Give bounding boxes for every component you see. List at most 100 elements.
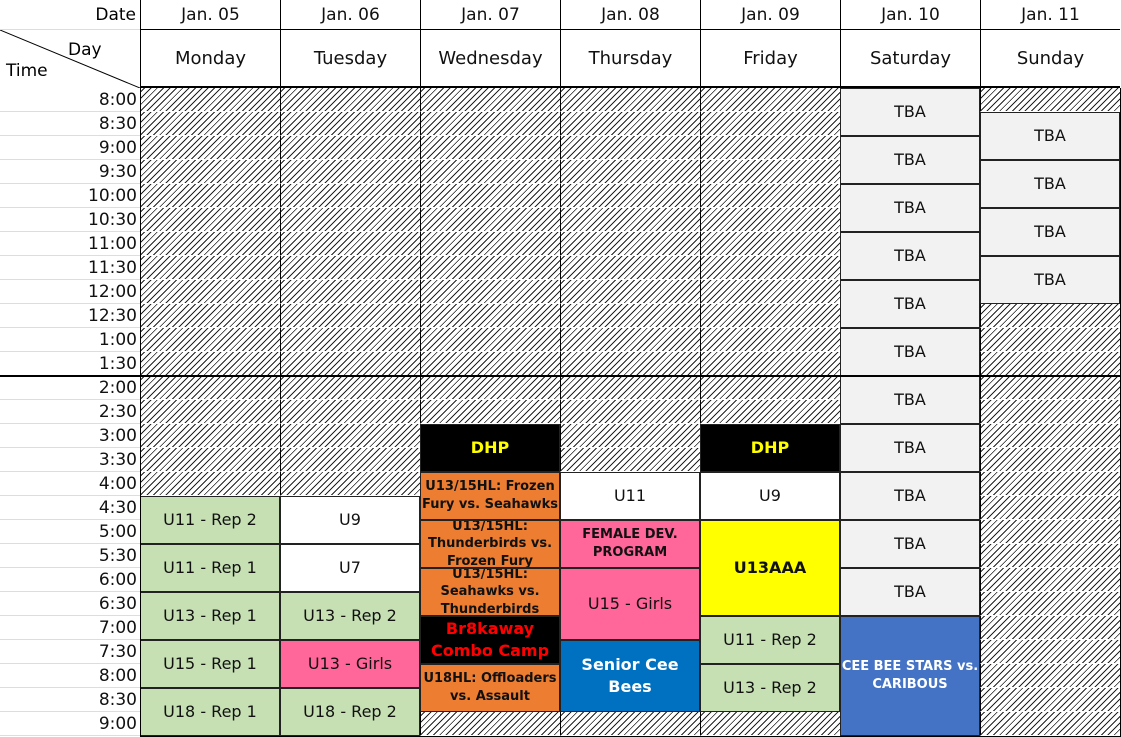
time-label: 12:00 bbox=[0, 280, 140, 304]
unavailable-slot bbox=[280, 256, 420, 280]
unavailable-slot bbox=[980, 448, 1120, 472]
event-block[interactable]: U7 bbox=[280, 544, 420, 592]
event-block[interactable]: TBA bbox=[840, 88, 980, 136]
unavailable-slot bbox=[420, 400, 560, 424]
unavailable-slot bbox=[140, 472, 280, 496]
event-block[interactable]: U11 - Rep 1 bbox=[140, 544, 280, 592]
unavailable-slot bbox=[280, 112, 420, 136]
unavailable-slot bbox=[560, 448, 700, 472]
unavailable-slot bbox=[140, 400, 280, 424]
date-header: Jan. 08 bbox=[560, 0, 700, 30]
unavailable-slot bbox=[700, 88, 840, 112]
unavailable-slot bbox=[280, 136, 420, 160]
time-label: 9:30 bbox=[0, 160, 140, 184]
day-header: Friday bbox=[700, 30, 840, 88]
unavailable-slot bbox=[700, 304, 840, 328]
event-block[interactable]: TBA bbox=[980, 160, 1120, 208]
unavailable-slot bbox=[280, 232, 420, 256]
time-label: 7:30 bbox=[0, 640, 140, 664]
event-block[interactable]: TBA bbox=[840, 520, 980, 568]
unavailable-slot bbox=[700, 160, 840, 184]
event-block[interactable]: U15 - Rep 1 bbox=[140, 640, 280, 688]
event-block[interactable]: U11 - Rep 2 bbox=[140, 496, 280, 544]
event-block[interactable]: Senior Cee Bees bbox=[560, 640, 700, 712]
event-block[interactable]: U13 - Girls bbox=[280, 640, 420, 688]
time-label: 11:00 bbox=[0, 232, 140, 256]
unavailable-slot bbox=[980, 472, 1120, 496]
unavailable-slot bbox=[980, 640, 1120, 664]
unavailable-slot bbox=[140, 280, 280, 304]
time-label: 6:00 bbox=[0, 568, 140, 592]
event-block[interactable]: DHP bbox=[700, 424, 840, 472]
unavailable-slot bbox=[140, 352, 280, 376]
event-block[interactable]: TBA bbox=[840, 280, 980, 328]
time-corner-label: Time bbox=[6, 61, 48, 81]
event-block[interactable]: TBA bbox=[840, 424, 980, 472]
unavailable-slot bbox=[560, 184, 700, 208]
unavailable-slot bbox=[560, 208, 700, 232]
date-header: Jan. 06 bbox=[280, 0, 420, 30]
event-block[interactable]: U18 - Rep 1 bbox=[140, 688, 280, 736]
event-block[interactable]: U13AAA bbox=[700, 520, 840, 616]
unavailable-slot bbox=[980, 424, 1120, 448]
event-block[interactable]: U13 - Rep 2 bbox=[280, 592, 420, 640]
unavailable-slot bbox=[980, 352, 1120, 376]
event-block[interactable]: TBA bbox=[840, 184, 980, 232]
unavailable-slot bbox=[700, 400, 840, 424]
unavailable-slot bbox=[280, 472, 420, 496]
unavailable-slot bbox=[280, 352, 420, 376]
date-header: Jan. 11 bbox=[980, 0, 1120, 30]
unavailable-slot bbox=[280, 448, 420, 472]
time-label: 2:30 bbox=[0, 400, 140, 424]
unavailable-slot bbox=[980, 88, 1120, 112]
event-block[interactable]: TBA bbox=[840, 136, 980, 184]
event-block[interactable]: TBA bbox=[980, 112, 1120, 160]
event-block[interactable]: TBA bbox=[980, 208, 1120, 256]
unavailable-slot bbox=[560, 424, 700, 448]
event-block[interactable]: U13 - Rep 2 bbox=[700, 664, 840, 712]
day-header: Tuesday bbox=[280, 30, 420, 88]
event-block[interactable]: U13/15HL: Seahawks vs. Thunderbirds bbox=[420, 568, 560, 616]
event-block[interactable]: TBA bbox=[840, 232, 980, 280]
unavailable-slot bbox=[980, 688, 1120, 712]
event-block[interactable]: TBA bbox=[840, 568, 980, 616]
unavailable-slot bbox=[140, 160, 280, 184]
unavailable-slot bbox=[140, 448, 280, 472]
unavailable-slot bbox=[700, 184, 840, 208]
unavailable-slot bbox=[560, 160, 700, 184]
event-block[interactable]: U18HL: Offloaders vs. Assault bbox=[420, 664, 560, 712]
day-header: Saturday bbox=[840, 30, 980, 88]
event-block[interactable]: U18 - Rep 2 bbox=[280, 688, 420, 736]
event-block[interactable]: U13/15HL: Frozen Fury vs. Seahawks bbox=[420, 472, 560, 520]
event-block[interactable]: U13 - Rep 1 bbox=[140, 592, 280, 640]
unavailable-slot bbox=[700, 232, 840, 256]
unavailable-slot bbox=[560, 712, 700, 736]
event-block[interactable]: U15 - Girls bbox=[560, 568, 700, 640]
unavailable-slot bbox=[280, 304, 420, 328]
event-block[interactable]: U9 bbox=[700, 472, 840, 520]
event-block[interactable]: U13/15HL: Thunderbirds vs. Frozen Fury bbox=[420, 520, 560, 568]
event-block[interactable]: TBA bbox=[840, 328, 980, 376]
unavailable-slot bbox=[980, 520, 1120, 544]
unavailable-slot bbox=[560, 280, 700, 304]
time-label: 5:30 bbox=[0, 544, 140, 568]
unavailable-slot bbox=[280, 208, 420, 232]
unavailable-slot bbox=[980, 544, 1120, 568]
unavailable-slot bbox=[560, 328, 700, 352]
unavailable-slot bbox=[980, 400, 1120, 424]
event-block[interactable]: DHP bbox=[420, 424, 560, 472]
event-block[interactable]: U9 bbox=[280, 496, 420, 544]
time-label: 1:30 bbox=[0, 352, 140, 376]
event-block[interactable]: TBA bbox=[840, 376, 980, 424]
unavailable-slot bbox=[980, 664, 1120, 688]
event-block[interactable]: TBA bbox=[840, 472, 980, 520]
time-label: 3:00 bbox=[0, 424, 140, 448]
event-block[interactable]: FEMALE DEV. PROGRAM bbox=[560, 520, 700, 568]
event-block[interactable]: U11 - Rep 2 bbox=[700, 616, 840, 664]
event-block[interactable]: CEE BEE STARS vs. CARIBOUS bbox=[840, 616, 980, 736]
date-header: Jan. 09 bbox=[700, 0, 840, 30]
diagonal-divider bbox=[0, 30, 140, 88]
event-block[interactable]: Br8kaway Combo Camp bbox=[420, 616, 560, 664]
event-block[interactable]: TBA bbox=[980, 256, 1120, 304]
event-block[interactable]: U11 bbox=[560, 472, 700, 520]
